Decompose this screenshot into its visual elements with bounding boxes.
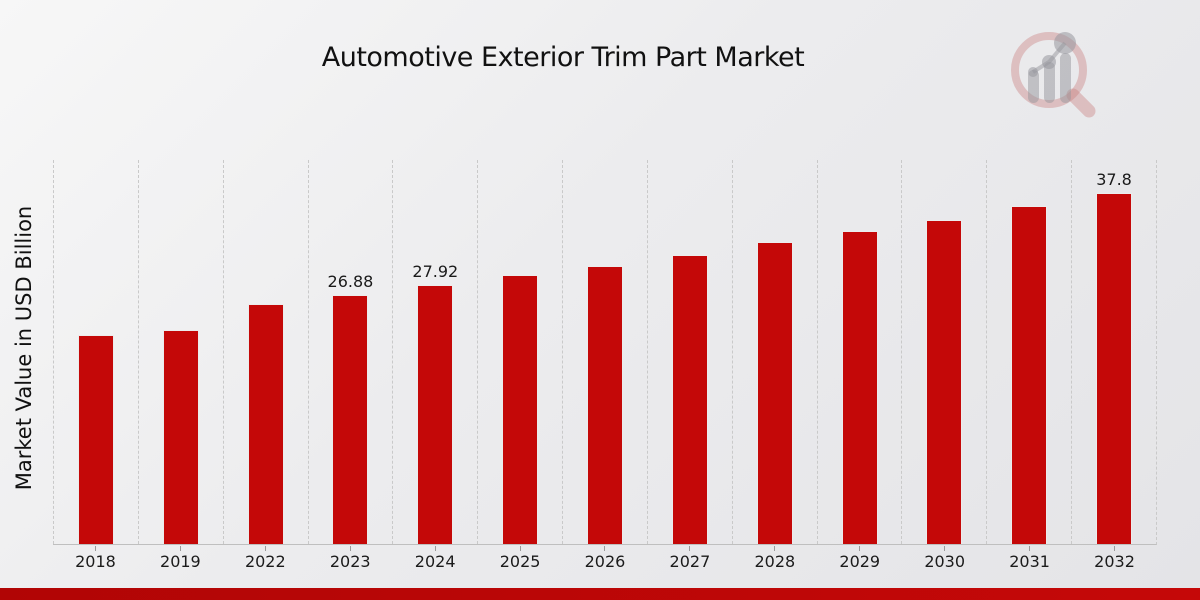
bar-value-label: 27.92 [412, 262, 459, 281]
x-tick [604, 546, 606, 551]
bar-slot [901, 160, 986, 544]
x-tick-label: 2032 [1094, 552, 1135, 571]
x-tick [264, 546, 266, 551]
x-tick-label: 2023 [329, 552, 371, 571]
bar-slot [986, 160, 1071, 544]
x-axis-cell: 2026 [563, 546, 648, 571]
y-axis-label: Market Value in USD Billion [12, 205, 36, 491]
bar-2028 [756, 242, 793, 544]
x-tick-label: 2019 [160, 552, 201, 571]
plot-area: 26.88 27.92 37.8 [53, 160, 1157, 545]
bar-slot [137, 160, 223, 544]
bar-slot [562, 160, 647, 544]
bar-2018 [77, 335, 114, 544]
bar-2026 [586, 266, 623, 544]
x-axis-cell: 2022 [223, 546, 308, 571]
x-axis-cell: 2028 [732, 546, 817, 571]
x-axis-cell: 2030 [902, 546, 987, 571]
bar-slot [477, 160, 562, 544]
x-tick-label: 2028 [754, 552, 796, 571]
x-tick [1029, 546, 1031, 551]
x-tick-label: 2022 [244, 552, 286, 571]
bar-slot: 27.92 [392, 160, 477, 544]
x-axis-cell: 2024 [393, 546, 478, 571]
bar-slot [646, 160, 732, 544]
x-tick-label: 2027 [669, 552, 711, 571]
x-tick [689, 546, 691, 551]
x-tick [774, 546, 776, 551]
bar-value-label: 26.88 [327, 272, 374, 291]
bar-2029 [841, 231, 878, 544]
bar-2027 [671, 255, 708, 544]
x-tick [859, 546, 861, 551]
bar-slot [222, 160, 308, 544]
bar-2030 [926, 220, 963, 544]
x-tick-label: 2018 [75, 552, 116, 571]
x-tick [94, 546, 96, 551]
magnifier-icon [1011, 32, 1096, 118]
bar-slot: 37.8 [1071, 160, 1156, 544]
x-axis-row: 2018 2019 2022 2023 2024 2025 2026 2027 2028 2029… [53, 546, 1157, 571]
bar-slot: 26.88 [307, 160, 393, 544]
x-tick [1114, 546, 1116, 551]
x-tick [349, 546, 351, 551]
bar-2024 [417, 285, 454, 544]
bar-2025 [502, 275, 539, 544]
x-axis-cell: 2019 [138, 546, 223, 571]
bar-value-label: 37.8 [1096, 170, 1132, 189]
x-tick [519, 546, 521, 551]
x-axis-cell: 2029 [817, 546, 902, 571]
bar-slot [816, 160, 902, 544]
footer-red-bar [0, 588, 1200, 600]
x-tick-label: 2031 [1009, 552, 1050, 571]
mrfr-logo-watermark [1011, 32, 1096, 118]
bar-2022 [247, 304, 284, 544]
x-tick [434, 546, 436, 551]
bar-slot [53, 160, 138, 544]
bar-2032 [1096, 193, 1133, 544]
x-tick-label: 2024 [414, 552, 456, 571]
bar-2019 [162, 330, 199, 544]
title-row: Automotive Exterior Trim Part Market [0, 42, 1200, 73]
x-axis-cell: 2025 [478, 546, 563, 571]
x-axis-cell: 2018 [53, 546, 138, 571]
x-tick-label: 2029 [839, 552, 881, 571]
x-tick-label: 2030 [924, 552, 966, 571]
x-axis-cell: 2027 [647, 546, 732, 571]
x-axis-cell: 2023 [308, 546, 393, 571]
x-axis-cell: 2032 [1072, 546, 1157, 571]
chart-title: Automotive Exterior Trim Part Market [321, 42, 805, 73]
x-tick [944, 546, 946, 551]
bar-2023 [332, 295, 369, 544]
x-axis-cell: 2031 [987, 546, 1072, 571]
bar-slot [731, 160, 817, 544]
x-tick-label: 2025 [499, 552, 541, 571]
bar-2031 [1011, 206, 1048, 544]
x-tick-label: 2026 [584, 552, 626, 571]
x-tick [179, 546, 181, 551]
